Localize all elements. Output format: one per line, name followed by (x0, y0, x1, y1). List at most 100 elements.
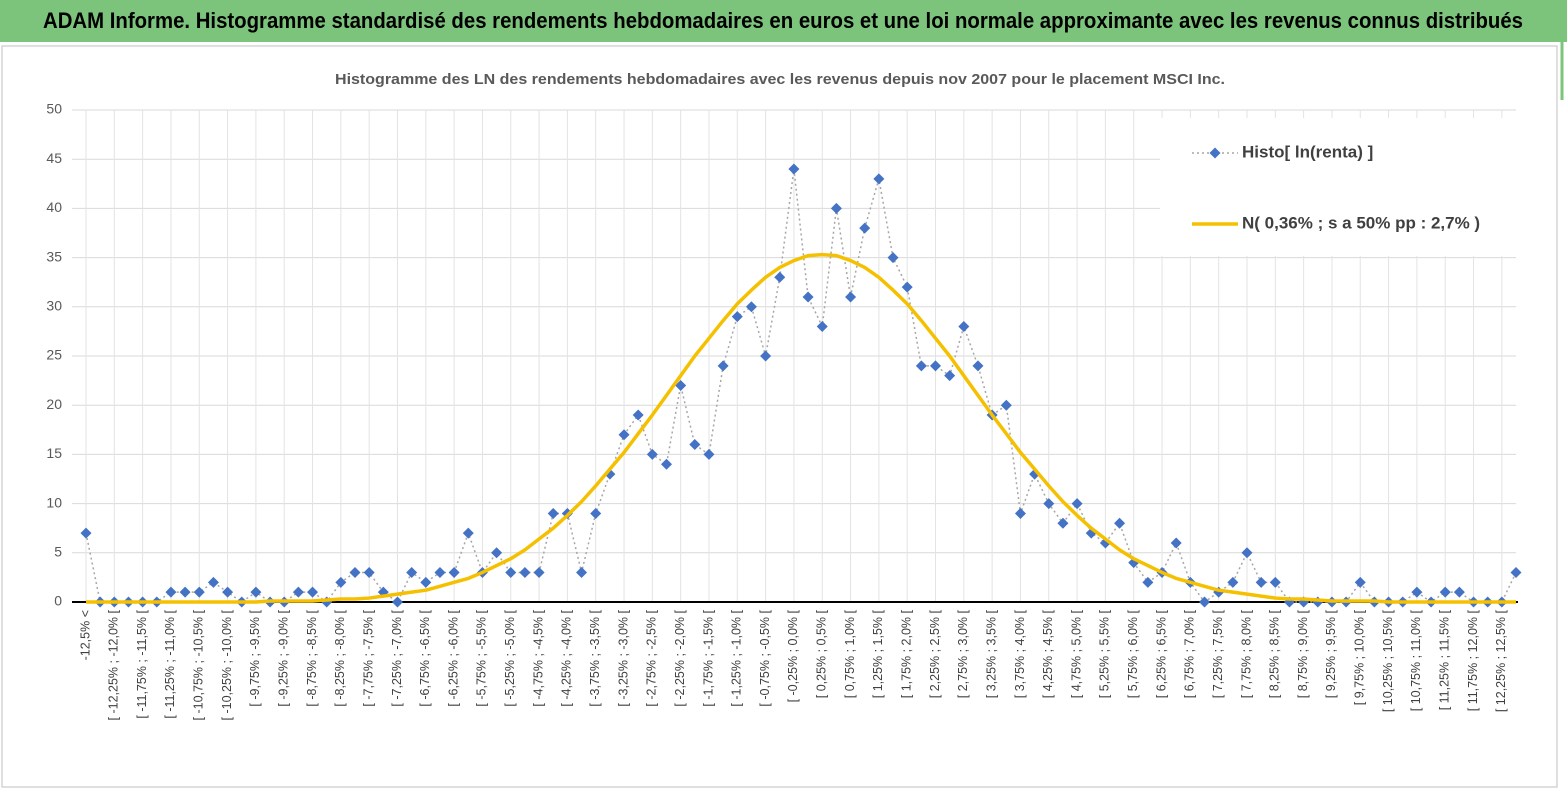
x-tick-label: [ -5,25% ; -5,0% [ (503, 609, 517, 706)
y-tick-label: 35 (46, 248, 62, 264)
legend-label: N( 0,36% ; s a 50% pp : 2,7% ) (1242, 213, 1480, 232)
data-point (873, 173, 885, 185)
data-point (533, 566, 545, 578)
data-point (1199, 596, 1211, 608)
data-point (717, 360, 729, 372)
data-point (80, 527, 92, 539)
x-tick-label: [ 8,25% ; 8,5% [ (1268, 609, 1282, 698)
data-point (1057, 517, 1069, 529)
x-tick-label: [ 1,25% ; 1,5% [ (871, 609, 885, 698)
x-tick-label: [ 9,75% ; 10,0% [ (1353, 609, 1367, 705)
x-tick-label: [ -10,75% ; -10,5% [ (192, 609, 206, 720)
data-point (1071, 498, 1083, 510)
x-tick-label: [ 3,75% ; 4,0% [ (1013, 609, 1027, 698)
data-point (675, 380, 687, 392)
x-tick-label: [ -11,75% ; -11,5% [ (135, 609, 149, 718)
data-point (930, 360, 942, 372)
x-tick-label: [ 9,25% ; 9,5% [ (1324, 609, 1338, 698)
data-point (222, 586, 234, 598)
x-tick-label: [ -7,25% ; -7,0% [ (390, 609, 404, 706)
x-tick-label: [ -10,25% ; -10,0% [ (220, 609, 234, 720)
y-tick-label: 0 (54, 593, 62, 609)
x-tick-label: [ 5,75% ; 6,0% [ (1126, 609, 1140, 698)
x-tick-label: [ 4,75% ; 5,0% [ (1069, 609, 1083, 698)
data-point (576, 566, 588, 578)
data-point (519, 566, 531, 578)
data-point (307, 586, 319, 598)
data-point (193, 586, 205, 598)
x-tick-label: [ -2,25% ; -2,0% [ (673, 609, 687, 706)
data-point (1227, 576, 1239, 588)
x-tick-label: [ -2,75% ; -2,5% [ (645, 609, 659, 706)
header-bar (0, 0, 1567, 42)
x-tick-label: -12,5% < (78, 610, 92, 660)
x-tick-label: [ -11,25% ; -11,0% [ (163, 609, 177, 718)
legend-marker (1209, 147, 1221, 159)
data-point (1269, 576, 1281, 588)
y-tick-label: 15 (46, 445, 62, 461)
data-point (434, 566, 446, 578)
data-point (774, 271, 786, 283)
x-tick-label: [ -1,75% ; -1,5% [ (701, 609, 715, 706)
x-tick-label: [ 8,75% ; 9,0% [ (1296, 609, 1310, 698)
x-tick-label: [ -4,25% ; -4,0% [ (560, 609, 574, 706)
data-point (491, 547, 503, 559)
x-tick-label: [ -8,75% ; -8,5% [ (305, 609, 319, 706)
y-tick-label: 20 (46, 396, 62, 412)
x-tick-label: [ 11,75% ; 12,0% [ (1466, 609, 1480, 711)
data-point (703, 448, 715, 460)
data-point (590, 507, 602, 519)
plot (80, 163, 1522, 608)
data-point (363, 566, 375, 578)
x-tick-label: [ 0,75% ; 1,0% [ (843, 609, 857, 698)
series-line (86, 252, 1516, 604)
data-point (207, 576, 219, 588)
data-point (420, 576, 432, 588)
grid: 0 5 10 15 20 25 30 35 40 45 50 -12,5% < [ -12,25% ; … (46, 101, 1518, 720)
data-point (448, 566, 460, 578)
data-point (1114, 517, 1126, 529)
data-point (618, 429, 630, 441)
data-point (1255, 576, 1267, 588)
data-point (250, 586, 262, 598)
x-tick-label: [ -1,25% ; -1,0% [ (730, 609, 744, 706)
x-tick-label: [ 1,75% ; 2,0% [ (899, 609, 913, 698)
data-point (1439, 586, 1451, 598)
x-tick-label: [ 2,25% ; 2,5% [ (928, 609, 942, 698)
x-tick-label: [ 7,25% ; 7,5% [ (1211, 609, 1225, 698)
data-point (165, 586, 177, 598)
x-tick-label: [ -6,25% ; -6,0% [ (446, 609, 460, 706)
data-point (745, 301, 757, 313)
data-point (1354, 576, 1366, 588)
data-point (689, 439, 701, 451)
data-point (1241, 547, 1253, 559)
x-tick-label: [ -6,75% ; -6,5% [ (418, 609, 432, 706)
data-point (462, 527, 474, 539)
data-point (1014, 507, 1026, 519)
data-point (859, 222, 871, 234)
y-tick-label: 5 (54, 544, 62, 560)
x-tick-label: [ -9,25% ; -9,0% [ (277, 609, 291, 706)
x-tick-label: [ -7,75% ; -7,5% [ (361, 609, 375, 706)
data-point (646, 448, 658, 460)
data-point (1000, 399, 1012, 411)
data-point (731, 311, 743, 323)
x-tick-label: [ 3,25% ; 3,5% [ (984, 609, 998, 698)
y-tick-label: 30 (46, 298, 62, 314)
x-tick-label: [ -5,75% ; -5,5% [ (475, 609, 489, 706)
chart-title: Histogramme des LN des rendements hebdom… (335, 71, 1225, 88)
x-tick-label: [ -12,25% ; -12,0% [ (107, 609, 121, 720)
data-point (391, 596, 403, 608)
data-point (788, 163, 800, 175)
data-point (802, 291, 814, 303)
x-tick-label: [ 6,75% ; 7,0% [ (1183, 609, 1197, 698)
y-tick-label: 40 (46, 199, 62, 215)
y-tick-label: 45 (46, 150, 62, 166)
legend: Histo[ ln(renta) ] N( 0,36% ; s a 50% pp … (1160, 118, 1516, 256)
x-tick-label: [ -0,25% ; 0,0% [ (786, 609, 800, 702)
data-point (505, 566, 517, 578)
data-point (547, 507, 559, 519)
data-point (660, 458, 672, 470)
x-tick-label: [ 0,25% ; 0,5% [ (815, 609, 829, 698)
